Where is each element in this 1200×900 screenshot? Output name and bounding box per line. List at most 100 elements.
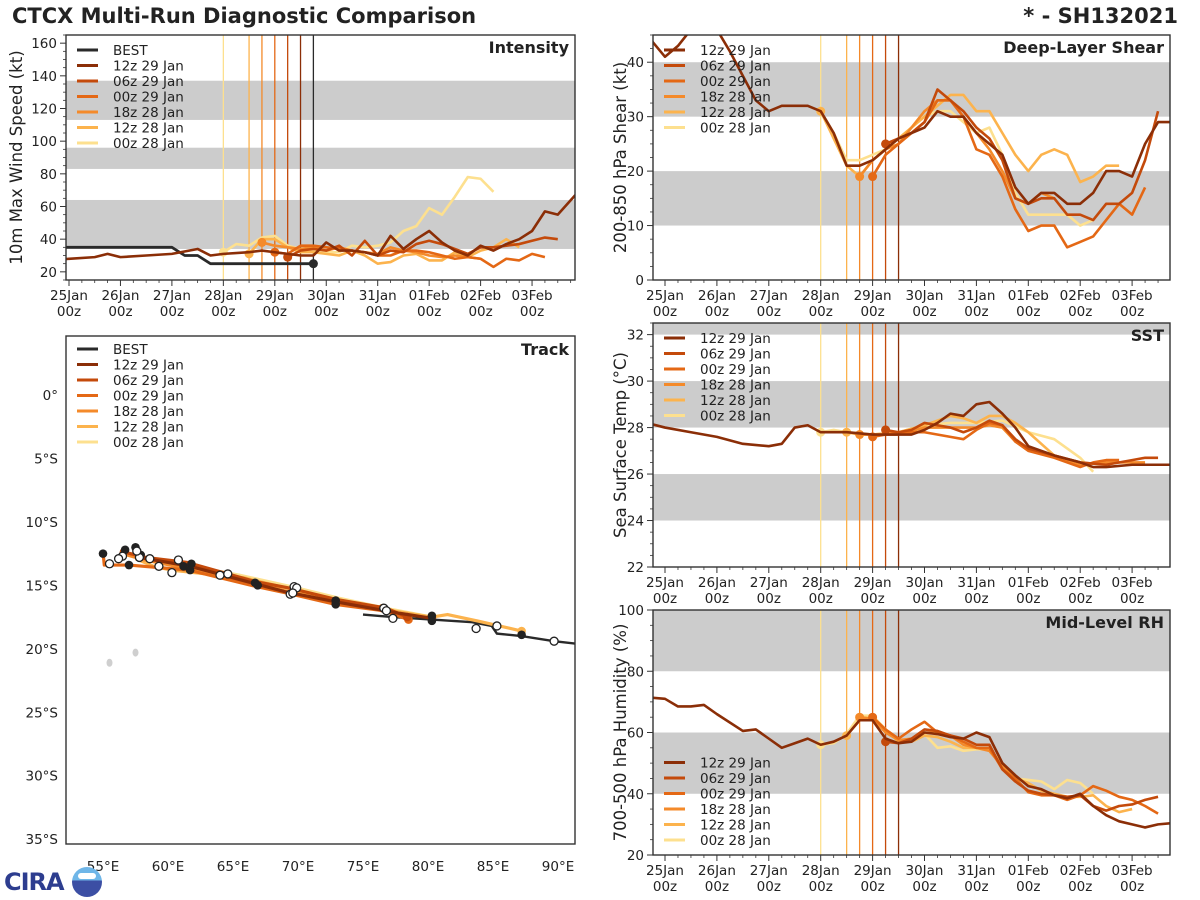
track-open-marker	[471, 623, 481, 634]
x-tick-label: 30Jan	[906, 575, 944, 591]
x-tick-label: 01Feb	[409, 288, 450, 304]
x-tick-label: 00z	[705, 591, 729, 607]
track-filled-marker	[124, 560, 134, 570]
track-open-marker	[113, 554, 124, 564]
legend-label: 12z 29 Jan	[700, 756, 771, 772]
series-line-06z-29-jan	[885, 419, 1159, 467]
lon-label: 70°E	[282, 859, 314, 875]
x-tick-label: 03Feb	[1112, 575, 1153, 591]
series-line-00z-29-jan	[871, 716, 1159, 815]
shaded-band	[653, 171, 1170, 226]
legend-label: 00z 28 Jan	[700, 121, 771, 137]
track-open-marker	[223, 569, 233, 579]
legend-label: 00z 29 Jan	[113, 389, 184, 405]
lon-label: 75°E	[347, 859, 379, 875]
x-tick-label: 00z	[108, 304, 132, 320]
y-tick-label: 30	[627, 374, 644, 390]
y-tick-label: 60	[627, 726, 644, 742]
lon-label: 80°E	[412, 859, 444, 875]
x-tick-label: 27Jan	[153, 288, 191, 304]
x-tick-label: 00z	[705, 879, 729, 895]
init-marker	[257, 237, 267, 247]
series-line-12z-29-jan	[653, 400, 1170, 469]
y-tick-label: 20	[40, 265, 57, 281]
x-tick-label: 00z	[1016, 304, 1040, 320]
legend-label: 00z 29 Jan	[700, 74, 771, 90]
x-tick-label: 29Jan	[256, 288, 294, 304]
track-filled-marker	[331, 600, 341, 609]
x-tick-label: 00z	[809, 304, 833, 320]
track-open-marker	[173, 555, 184, 565]
legend-label: 12z 29 Jan	[113, 59, 184, 75]
x-tick-label: 30Jan	[307, 288, 345, 304]
panel-title: Deep-Layer Shear	[1003, 38, 1164, 57]
shear-panel: 01020304025Jan00z26Jan00z27Jan00z28Jan00…	[611, 31, 1171, 320]
panel-title: SST	[1131, 326, 1164, 345]
legend-label: BEST	[113, 43, 148, 59]
track-open-marker	[492, 621, 502, 631]
x-tick-label: 00z	[1016, 591, 1040, 607]
y-tick-label: 100	[31, 134, 57, 150]
x-tick-label: 00z	[912, 879, 936, 895]
x-tick-label: 00z	[653, 879, 677, 895]
y-axis-label: 10m Max Wind Speed (kt)	[7, 50, 26, 264]
y-tick-label: 30	[627, 110, 644, 126]
legend-label: 00z 29 Jan	[113, 90, 184, 106]
x-tick-label: 27Jan	[750, 863, 788, 879]
legend-label: 12z 29 Jan	[113, 358, 184, 374]
x-tick-label: 00z	[160, 304, 184, 320]
y-tick-label: 0	[635, 273, 644, 289]
shaded-band	[66, 80, 575, 120]
y-tick-label: 80	[627, 664, 644, 680]
x-tick-label: 28Jan	[802, 863, 840, 879]
y-tick-label: 32	[627, 328, 644, 344]
shaded-band	[66, 147, 575, 169]
x-tick-label: 02Feb	[1060, 288, 1101, 304]
x-tick-label: 00z	[468, 304, 492, 320]
y-tick-label: 22	[627, 560, 644, 576]
y-tick-label: 28	[627, 421, 644, 437]
series-line-00z-29-jan	[274, 244, 546, 269]
legend-label: 18z 28 Jan	[700, 802, 771, 818]
x-tick-label: 00z	[860, 304, 884, 320]
legend-label: 06z 29 Jan	[113, 373, 184, 389]
lon-label: 90°E	[542, 859, 574, 875]
y-tick-label: 120	[31, 102, 57, 118]
intensity-panel: 2040608010012014016025Jan00z26Jan00z27Ja…	[7, 34, 576, 320]
y-tick-label: 40	[627, 55, 644, 71]
shaded-band	[66, 199, 575, 249]
legend-label: 00z 28 Jan	[113, 136, 184, 152]
track-open-marker	[381, 606, 392, 616]
x-tick-label: 01Feb	[1008, 288, 1049, 304]
lon-label: 60°E	[152, 859, 184, 875]
init-marker	[868, 172, 878, 182]
init-marker	[642, 31, 651, 40]
legend-label: 18z 28 Jan	[113, 105, 184, 121]
lat-label: 25°S	[26, 705, 59, 721]
legend-label: 18z 28 Jan	[700, 378, 771, 394]
x-tick-label: 00z	[809, 591, 833, 607]
x-tick-label: 02Feb	[460, 288, 501, 304]
x-tick-label: 26Jan	[698, 575, 736, 591]
lon-label: 85°E	[477, 859, 509, 875]
legend-label: 00z 29 Jan	[700, 362, 771, 378]
legend-label: 18z 28 Jan	[113, 404, 184, 420]
legend-label: 06z 29 Jan	[700, 59, 771, 75]
series-line-12z-29-jan	[653, 35, 1170, 206]
panel-title: Mid-Level RH	[1045, 613, 1164, 632]
shaded-band	[653, 381, 1170, 428]
y-tick-label: 160	[31, 36, 57, 52]
x-tick-label: 25Jan	[646, 288, 684, 304]
x-tick-label: 29Jan	[854, 863, 892, 879]
y-tick-label: 20	[627, 848, 644, 864]
track-open-marker	[132, 546, 142, 556]
x-tick-label: 00z	[1068, 591, 1092, 607]
x-tick-label: 27Jan	[750, 288, 788, 304]
track-open-marker	[288, 588, 298, 598]
track-filled-marker	[427, 611, 437, 621]
x-tick-label: 00z	[1120, 591, 1144, 607]
lat-label: 35°S	[26, 832, 59, 848]
x-tick-label: 01Feb	[1008, 575, 1049, 591]
legend-label: 12z 28 Jan	[700, 105, 771, 121]
x-tick-label: 00z	[1016, 879, 1040, 895]
